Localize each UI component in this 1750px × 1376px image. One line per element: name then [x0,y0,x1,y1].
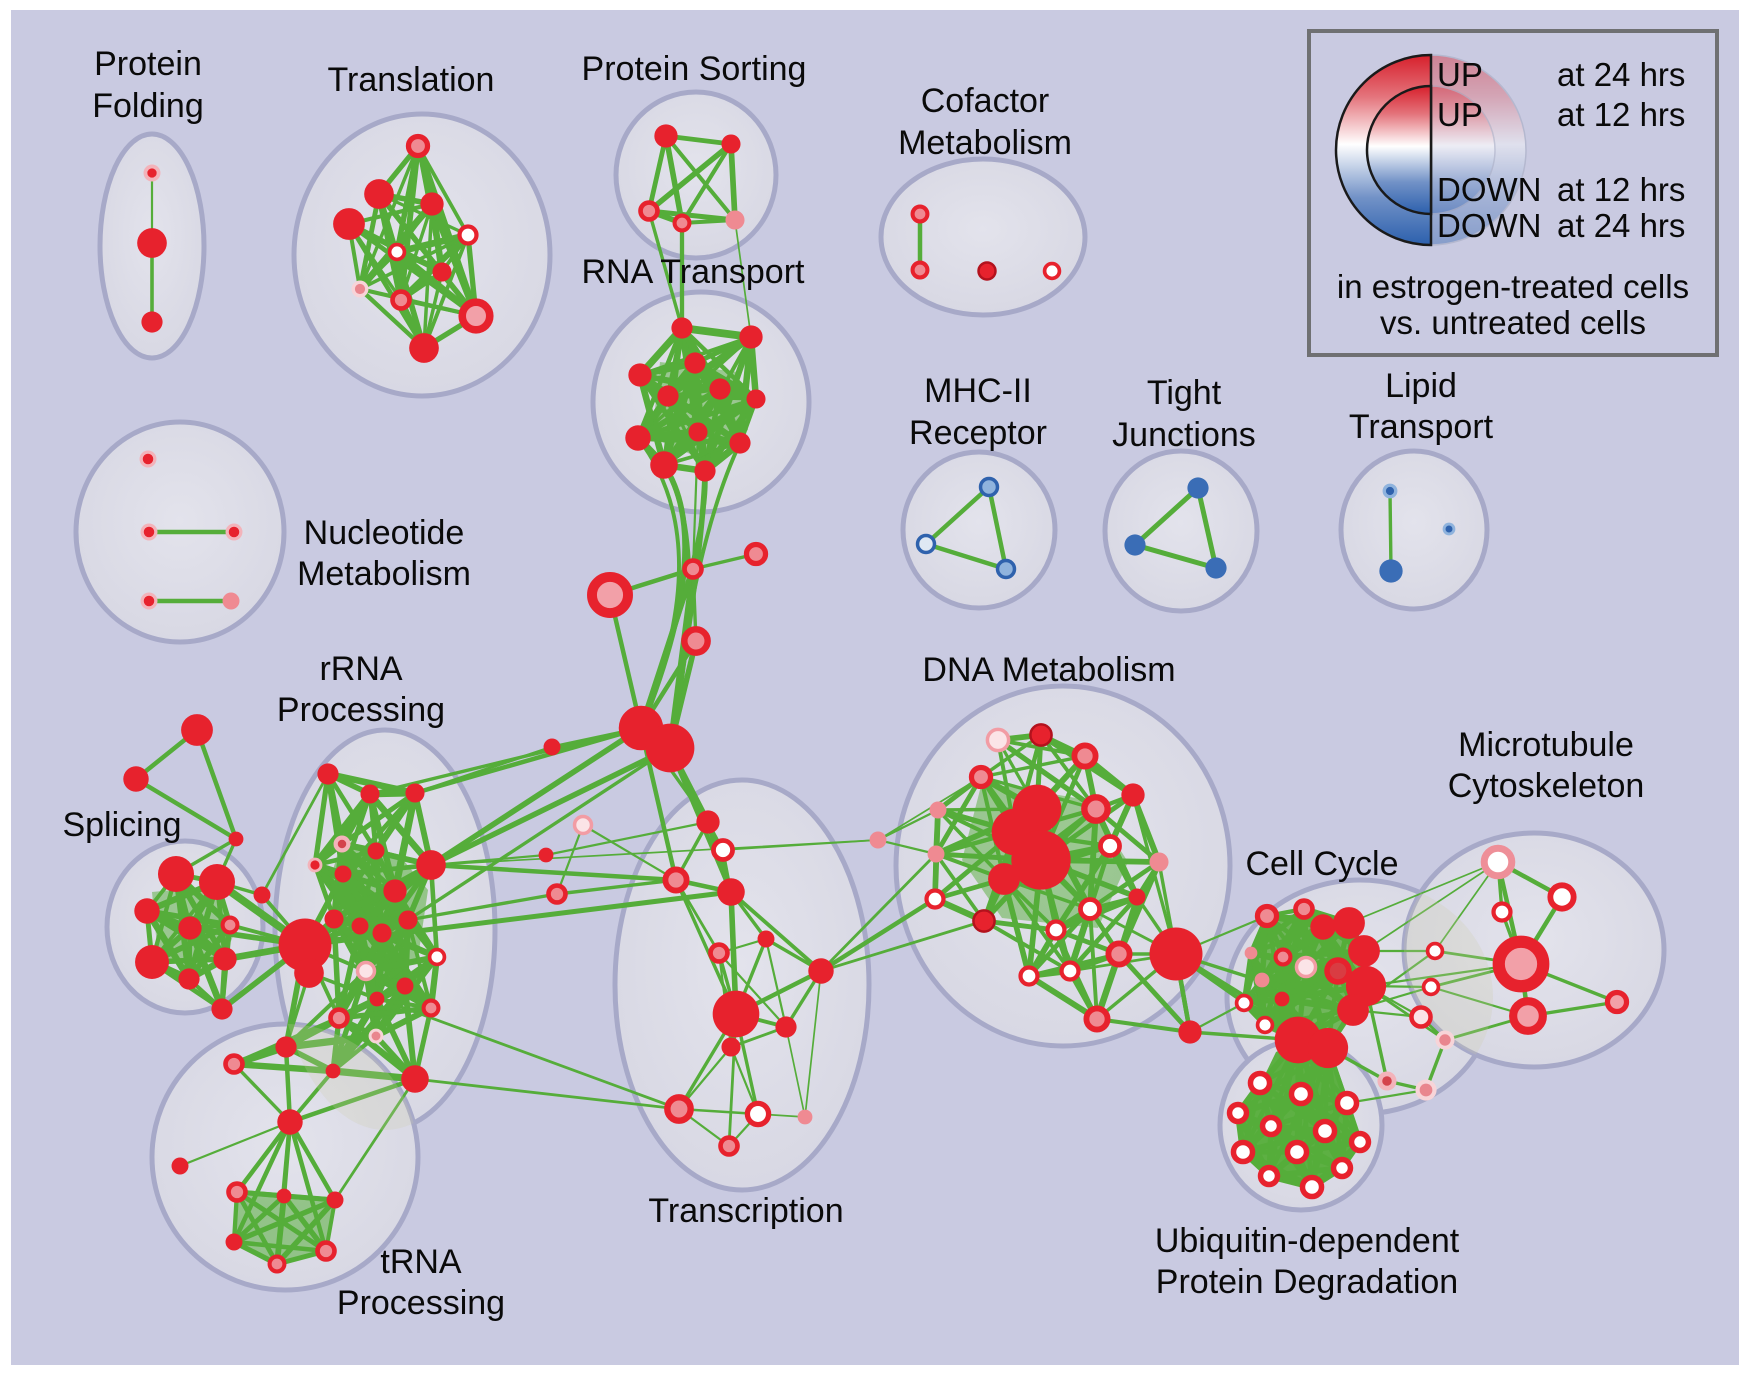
svg-text:Receptor: Receptor [909,414,1047,452]
svg-text:Tight: Tight [1147,374,1222,412]
svg-text:Protein: Protein [94,45,202,83]
svg-text:Lipid: Lipid [1385,367,1457,405]
svg-text:at 12 hrs: at 12 hrs [1557,171,1685,208]
svg-text:Splicing: Splicing [62,806,181,844]
svg-text:Metabolism: Metabolism [898,124,1072,162]
svg-text:Cytoskeleton: Cytoskeleton [1448,767,1645,805]
svg-text:RNA Transport: RNA Transport [582,253,806,291]
svg-text:at 24 hrs: at 24 hrs [1557,56,1685,93]
svg-text:in estrogen-treated cells: in estrogen-treated cells [1337,268,1689,305]
svg-text:tRNA: tRNA [380,1243,462,1281]
svg-text:DNA Metabolism: DNA Metabolism [922,651,1175,689]
svg-text:Cofactor: Cofactor [921,82,1050,120]
svg-text:Processing: Processing [337,1284,505,1322]
svg-text:vs. untreated cells: vs. untreated cells [1380,304,1646,341]
svg-text:Metabolism: Metabolism [297,555,471,593]
svg-text:DOWN: DOWN [1437,207,1541,244]
svg-text:Microtubule: Microtubule [1458,726,1634,764]
svg-text:Protein Sorting: Protein Sorting [582,50,807,88]
svg-text:MHC-II: MHC-II [924,372,1032,410]
svg-text:Junctions: Junctions [1112,416,1256,454]
svg-text:Cell Cycle: Cell Cycle [1245,845,1398,883]
svg-text:Transport: Transport [1349,408,1494,446]
svg-text:Processing: Processing [277,691,445,729]
svg-text:Protein Degradation: Protein Degradation [1156,1263,1458,1301]
svg-text:Nucleotide: Nucleotide [304,514,465,552]
svg-text:UP: UP [1437,56,1483,93]
svg-text:at 12 hrs: at 12 hrs [1557,96,1685,133]
svg-text:UP: UP [1437,96,1483,133]
svg-text:DOWN: DOWN [1437,171,1541,208]
svg-text:at 24 hrs: at 24 hrs [1557,207,1685,244]
svg-text:Ubiquitin-dependent: Ubiquitin-dependent [1155,1222,1460,1260]
svg-text:Folding: Folding [92,87,204,125]
svg-text:rRNA: rRNA [319,650,402,688]
svg-text:Translation: Translation [328,61,495,99]
svg-text:Transcription: Transcription [648,1192,843,1230]
